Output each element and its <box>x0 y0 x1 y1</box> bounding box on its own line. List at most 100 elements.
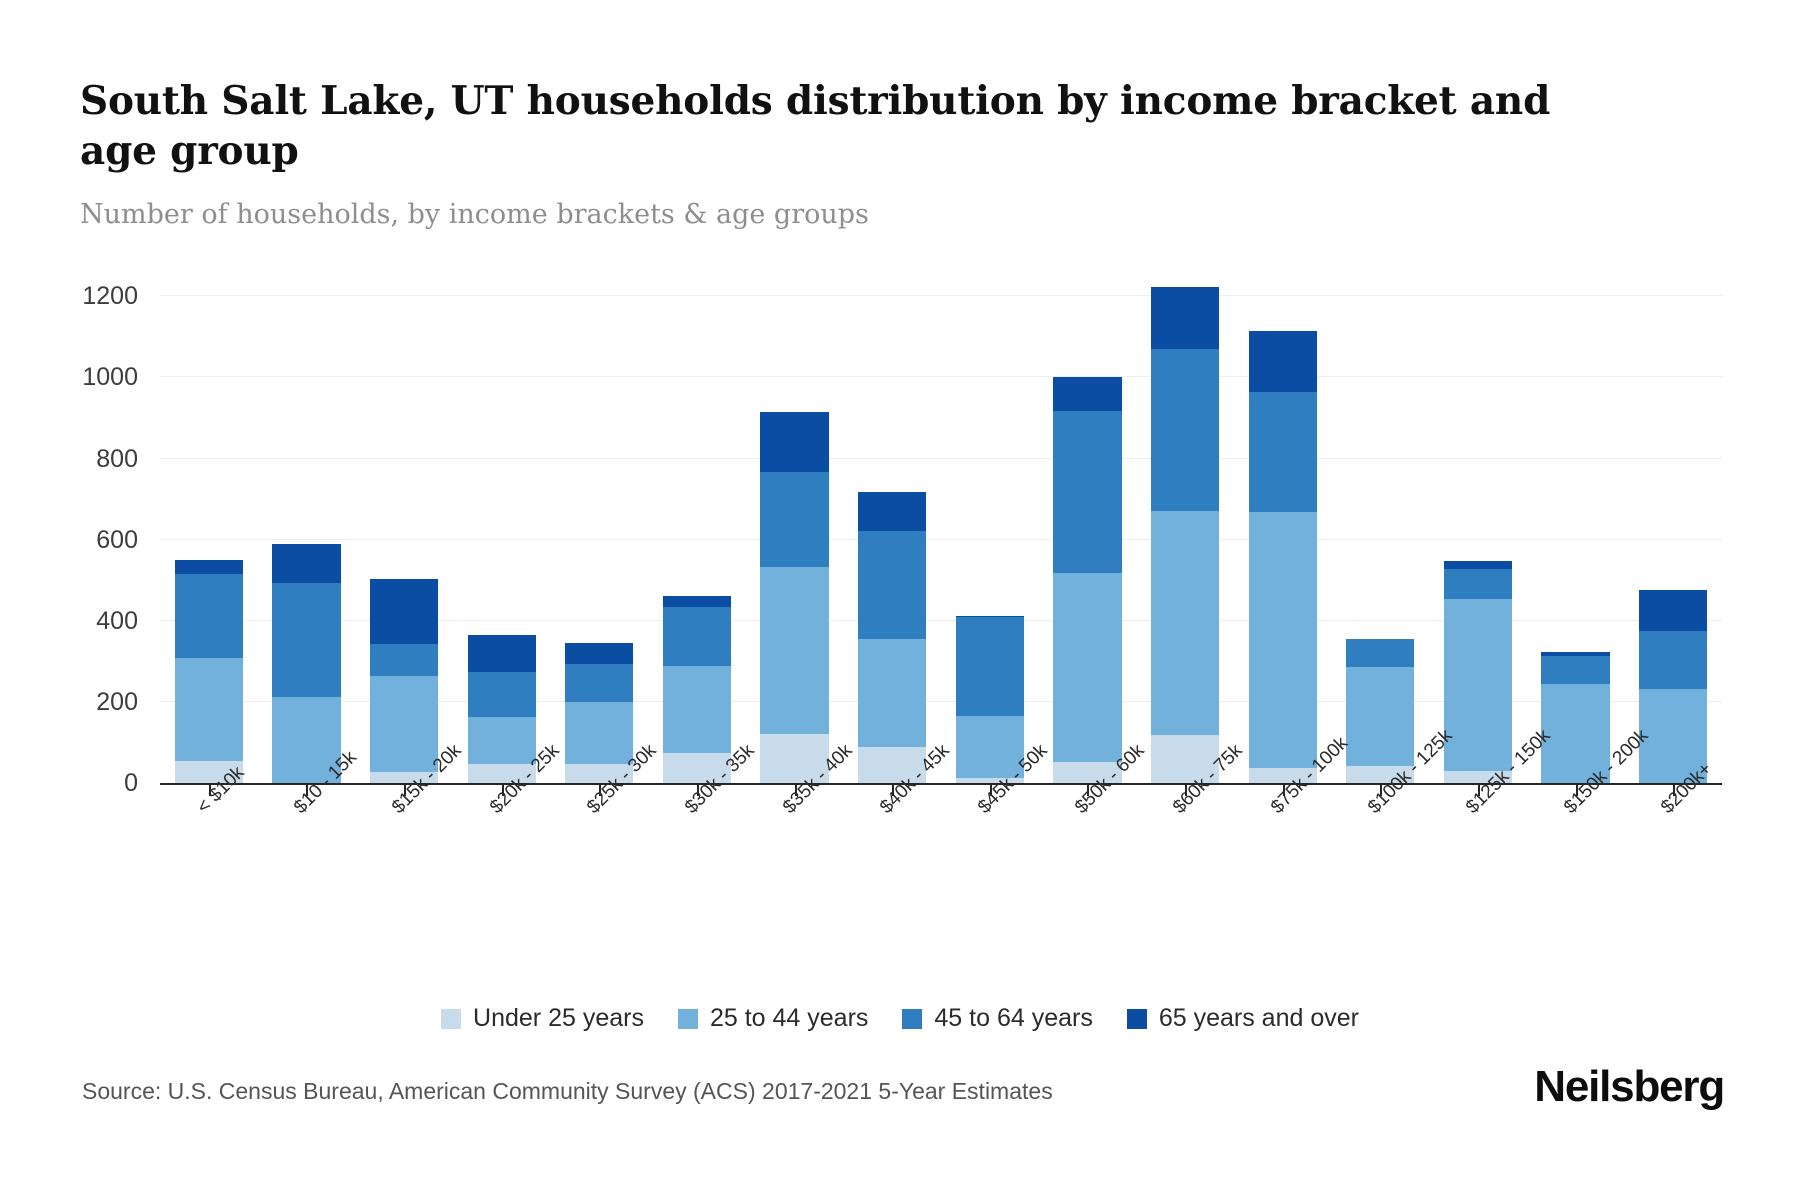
bar-segment[interactable] <box>369 771 439 783</box>
bar-segment[interactable] <box>1150 287 1220 350</box>
y-axis-tick-label: 1000 <box>82 363 138 392</box>
bar-stack[interactable] <box>272 272 341 783</box>
bar-segment[interactable] <box>1639 630 1708 690</box>
bar-segment[interactable] <box>369 578 439 645</box>
bar-segment[interactable] <box>1248 392 1317 513</box>
gridline <box>160 376 1722 378</box>
bar-segment[interactable] <box>272 543 341 584</box>
bar-segment[interactable] <box>858 531 927 640</box>
legend-item-label: 25 to 44 years <box>709 1004 869 1032</box>
page-subtitle: Number of households, by income brackets… <box>80 199 869 230</box>
bar-segment[interactable] <box>174 560 243 574</box>
legend-item[interactable]: Under 25 years <box>441 1004 644 1033</box>
bar-segment[interactable] <box>565 763 634 783</box>
legend-swatch-icon <box>1126 1008 1147 1029</box>
bar-segment[interactable] <box>467 764 536 783</box>
bar-segment[interactable] <box>1346 639 1415 667</box>
legend-item[interactable]: 25 to 44 years <box>677 1004 869 1033</box>
gridline <box>160 457 1722 459</box>
bar-segment[interactable] <box>1248 331 1317 393</box>
bar-segment[interactable] <box>1053 572 1122 762</box>
bar-segment[interactable] <box>467 716 536 765</box>
bar-segment[interactable] <box>1541 684 1610 783</box>
bar-segment[interactable] <box>1443 568 1513 599</box>
bar-segment[interactable] <box>1541 651 1610 657</box>
bar-segment[interactable] <box>1053 761 1122 783</box>
x-axis-tick <box>696 785 699 796</box>
bar-stack[interactable] <box>1150 272 1220 783</box>
page-title: South Salt Lake, UT households distribut… <box>80 78 1551 175</box>
bar-segment[interactable] <box>1150 349 1220 511</box>
x-axis-tick <box>1087 785 1090 796</box>
bar-segment[interactable] <box>1248 512 1317 769</box>
x-axis-tick <box>501 785 504 796</box>
bar-segment[interactable] <box>1150 734 1220 783</box>
bar-segment[interactable] <box>1346 765 1415 783</box>
legend-item[interactable]: 65 years and over <box>1126 1004 1359 1033</box>
bar-stack[interactable] <box>760 272 829 783</box>
bar-segment[interactable] <box>467 672 536 717</box>
bar-segment[interactable] <box>565 664 634 702</box>
bar-stack[interactable] <box>858 272 927 783</box>
legend-item-label: 65 years and over <box>1158 1004 1359 1032</box>
bar-segment[interactable] <box>1443 560 1513 569</box>
bar-stack[interactable] <box>174 272 243 783</box>
bar-segment[interactable] <box>1053 377 1122 411</box>
x-axis-tick <box>892 785 895 796</box>
bar-segment[interactable] <box>174 760 243 783</box>
y-axis-tick-label: 200 <box>96 687 138 716</box>
bar-stack[interactable] <box>1541 272 1610 783</box>
bar-segment[interactable] <box>955 716 1024 778</box>
bar-segment[interactable] <box>272 697 341 783</box>
y-axis-tick-label: 800 <box>96 444 138 473</box>
bar-segment[interactable] <box>858 491 927 532</box>
bar-segment[interactable] <box>858 639 927 747</box>
bar-segment[interactable] <box>760 471 829 568</box>
bar-segment[interactable] <box>1443 598 1513 771</box>
bar-segment[interactable] <box>955 615 1024 617</box>
bar-segment[interactable] <box>1053 410 1122 573</box>
bar-segment[interactable] <box>565 642 634 665</box>
bar-stack[interactable] <box>1346 272 1415 783</box>
bar-segment[interactable] <box>955 616 1024 717</box>
bar-segment[interactable] <box>662 596 732 608</box>
bar-segment[interactable] <box>174 573 243 659</box>
legend-item[interactable]: 45 to 64 years <box>902 1004 1093 1033</box>
bar-stack[interactable] <box>467 272 536 783</box>
y-axis-tick-label: 0 <box>124 769 138 797</box>
bar-stack[interactable] <box>1053 272 1122 783</box>
bar-segment[interactable] <box>760 567 829 735</box>
bar-stack[interactable] <box>662 272 732 783</box>
bar-segment[interactable] <box>272 583 341 698</box>
bar-stack[interactable] <box>1248 272 1317 783</box>
bar-stack[interactable] <box>955 272 1024 783</box>
x-axis-tick <box>306 785 309 796</box>
bar-stack[interactable] <box>1639 272 1708 783</box>
bar-segment[interactable] <box>662 752 732 783</box>
x-axis-line <box>160 783 1722 785</box>
bar-segment[interactable] <box>1541 656 1610 685</box>
bar-segment[interactable] <box>662 607 732 667</box>
bar-segment[interactable] <box>174 658 243 761</box>
x-axis-tick <box>1575 785 1578 796</box>
bar-segment[interactable] <box>1443 770 1513 783</box>
bar-segment[interactable] <box>760 412 829 472</box>
bar-segment[interactable] <box>662 666 732 753</box>
bar-segment[interactable] <box>858 746 927 783</box>
bar-segment[interactable] <box>760 734 829 783</box>
bar-segment[interactable] <box>1150 510 1220 735</box>
bar-segment[interactable] <box>955 777 1024 783</box>
bar-stack[interactable] <box>1443 272 1513 783</box>
bar-segment[interactable] <box>467 634 536 673</box>
bar-segment[interactable] <box>1346 666 1415 766</box>
bar-segment[interactable] <box>1248 768 1317 783</box>
bar-segment[interactable] <box>1639 689 1708 783</box>
bar-segment[interactable] <box>565 701 634 764</box>
bar-segment[interactable] <box>369 676 439 772</box>
y-axis-tick-label: 600 <box>96 525 138 554</box>
bar-stack[interactable] <box>369 272 439 783</box>
bar-segment[interactable] <box>369 644 439 677</box>
x-axis-tick <box>1185 785 1188 796</box>
bar-segment[interactable] <box>1639 590 1708 631</box>
bar-stack[interactable] <box>565 272 634 783</box>
